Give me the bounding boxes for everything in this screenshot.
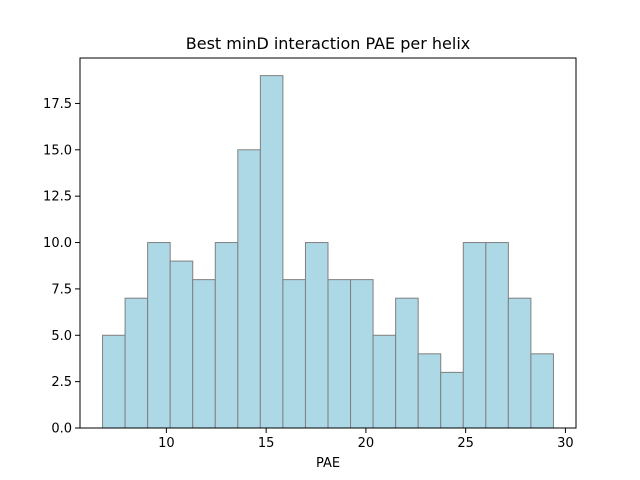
histogram-bar-20 [530, 353, 554, 429]
histogram-bar-18 [485, 242, 509, 429]
histogram-bar-2 [124, 297, 149, 429]
histogram-bar-17 [462, 242, 487, 429]
histogram-bar-15 [417, 353, 442, 429]
y-tick-label: 7.5 [51, 282, 72, 297]
x-tick-label: 20 [358, 436, 375, 451]
y-tick-label: 12.5 [43, 190, 72, 205]
x-tick-label: 25 [457, 436, 474, 451]
histogram-bar-14 [395, 297, 419, 429]
histogram-bar-4 [169, 260, 194, 429]
histogram-bar-1 [102, 334, 126, 429]
histogram-bar-8 [259, 75, 284, 429]
x-tick-label: 10 [158, 436, 175, 451]
bars-group [102, 75, 554, 429]
histogram-bar-13 [372, 334, 397, 429]
histogram-bar-7 [237, 149, 261, 429]
histogram-bar-9 [282, 279, 306, 429]
y-tick-label: 0.0 [51, 422, 72, 437]
y-tick-label: 10.0 [43, 236, 72, 251]
y-tick-label: 15.0 [43, 143, 72, 158]
x-tick-label: 15 [258, 436, 275, 451]
x-axis-label: PAE [316, 456, 340, 471]
y-tick-label: 5.0 [51, 329, 72, 344]
histogram-bar-11 [327, 279, 352, 429]
histogram-bar-16 [440, 371, 464, 429]
x-tick-label: 30 [557, 436, 574, 451]
y-tick-label: 2.5 [51, 375, 72, 390]
y-tick-label: 17.5 [43, 97, 72, 112]
histogram-bar-12 [350, 279, 374, 429]
x-axis-ticks: 10 15 20 25 30 [158, 428, 574, 451]
histogram-bar-19 [507, 297, 532, 429]
y-axis-ticks: 0.0 2.5 5.0 7.5 10.0 12.5 15.0 17.5 [43, 97, 80, 437]
histogram-bar-3 [147, 242, 171, 429]
histogram-bar-6 [214, 242, 239, 429]
histogram-bar-5 [192, 279, 216, 429]
histogram-bar-10 [304, 242, 329, 429]
chart-title: Best minD interaction PAE per helix [186, 34, 470, 53]
